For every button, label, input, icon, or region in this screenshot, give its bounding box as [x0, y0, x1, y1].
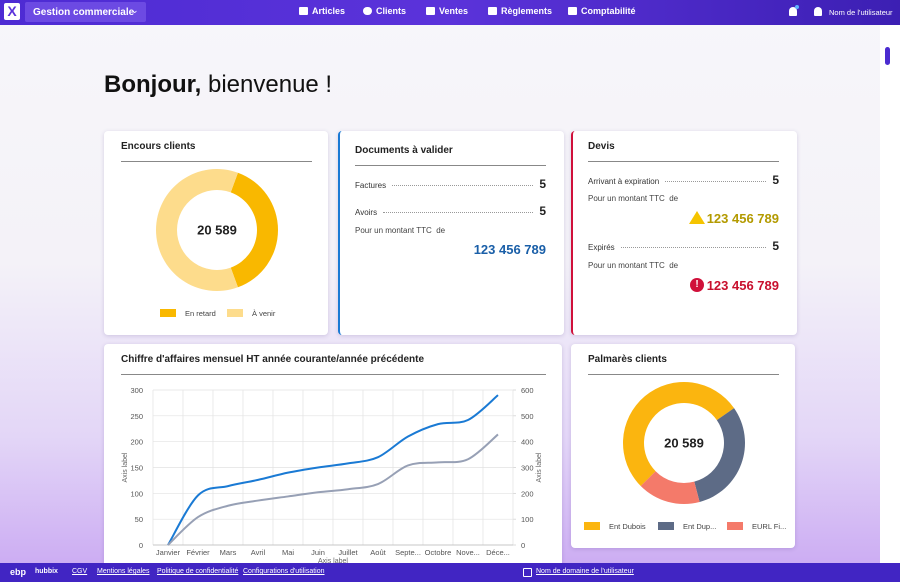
row-label: Factures — [355, 181, 387, 190]
row-label: Expirés — [588, 243, 615, 252]
footer-link[interactable]: Politique de confidentialité — [157, 568, 239, 575]
row-value: 5 — [539, 204, 546, 218]
separator — [121, 161, 312, 162]
row-label: Avoirs — [355, 208, 378, 217]
separator — [588, 374, 779, 375]
row-label: Arrivant à expiration — [588, 177, 660, 186]
chevron: ⌄ — [131, 5, 139, 15]
top-bar: X Gestion commerciale ⌄ Articles Clients… — [0, 0, 900, 25]
brand: ebp — [10, 567, 27, 577]
notification-badge — [795, 5, 799, 9]
nav-label: Clients — [376, 6, 407, 16]
user-name[interactable]: Nom de l'utilisateur — [829, 8, 893, 17]
amount: 123 456 789 — [706, 211, 779, 226]
greeting: Bonjour, bienvenue ! — [104, 71, 332, 99]
separator — [355, 165, 546, 166]
nav-item[interactable]: Comptabilité — [568, 6, 636, 16]
footer: ebp hubbix CGV Mentions légales Politiqu… — [0, 563, 900, 582]
card-title: Devis — [588, 141, 615, 152]
row-value: 5 — [772, 173, 779, 187]
notification-bell[interactable] — [789, 7, 797, 16]
app-switcher[interactable]: Gestion commerciale ⌄ — [25, 2, 146, 22]
app-name: Gestion commerciale — [33, 7, 135, 18]
nav-item[interactable]: Clients — [363, 6, 406, 16]
amount-label: Pour un montant TTC de — [588, 194, 679, 203]
amount: 123 456 789 — [473, 242, 546, 257]
row: Avoirs 5 — [355, 204, 546, 218]
nav-label: Articles — [312, 6, 346, 16]
scrollbar-track — [880, 25, 900, 563]
footer-link[interactable]: Configurations d'utilisation — [243, 568, 325, 575]
card-title: Palmarès clients — [588, 354, 667, 365]
user-icon[interactable] — [814, 7, 822, 16]
row: Factures 5 — [355, 177, 546, 191]
footer-link[interactable]: CGV — [72, 568, 88, 575]
card-palmares: Palmarès clients — [571, 344, 795, 548]
card-title: Documents à valider — [355, 145, 453, 156]
amount-label: Pour un montant TTC de — [355, 226, 446, 235]
amount: 123 456 789 — [706, 278, 779, 293]
nav-label: Comptabilité — [581, 6, 636, 16]
footer-link[interactable]: Mentions légales — [97, 568, 150, 575]
card-devis: Devis Arrivant à expiration 5 Pour un mon… — [571, 131, 797, 335]
separator — [588, 161, 779, 162]
error-icon: ! — [690, 278, 704, 292]
card-title: Encours clients — [121, 141, 196, 152]
product: hubbix — [35, 568, 58, 575]
separator — [121, 374, 546, 375]
nav-label: Ventes — [439, 6, 469, 16]
nav-item[interactable]: Ventes — [426, 6, 468, 16]
card-documents: Documents à valider Factures 5 Avoirs 5 Po… — [338, 131, 564, 335]
nav-item[interactable]: Règlements — [488, 6, 552, 16]
logo[interactable]: X — [4, 3, 20, 20]
greeting-text: bienvenue ! — [208, 71, 333, 98]
nav-item[interactable]: Articles — [299, 6, 345, 16]
greeting-bold: Bonjour, — [104, 71, 202, 98]
row: Expirés 5 — [588, 239, 779, 253]
domain-icon — [523, 568, 532, 577]
scrollbar-thumb[interactable] — [885, 47, 890, 65]
domain[interactable]: Nom de domaine de l'utilisateur — [536, 568, 634, 575]
amount-label: Pour un montant TTC de — [588, 261, 679, 270]
row-value: 5 — [772, 239, 779, 253]
row-value: 5 — [539, 177, 546, 191]
nav-label: Règlements — [501, 6, 553, 16]
warning-icon — [689, 211, 705, 224]
card-revenue: Chiffre d'affaires mensuel HT année cour… — [104, 344, 562, 574]
row: Arrivant à expiration 5 — [588, 173, 779, 187]
card-encours: Encours clients — [104, 131, 328, 335]
card-title: Chiffre d'affaires mensuel HT année cour… — [121, 354, 425, 365]
